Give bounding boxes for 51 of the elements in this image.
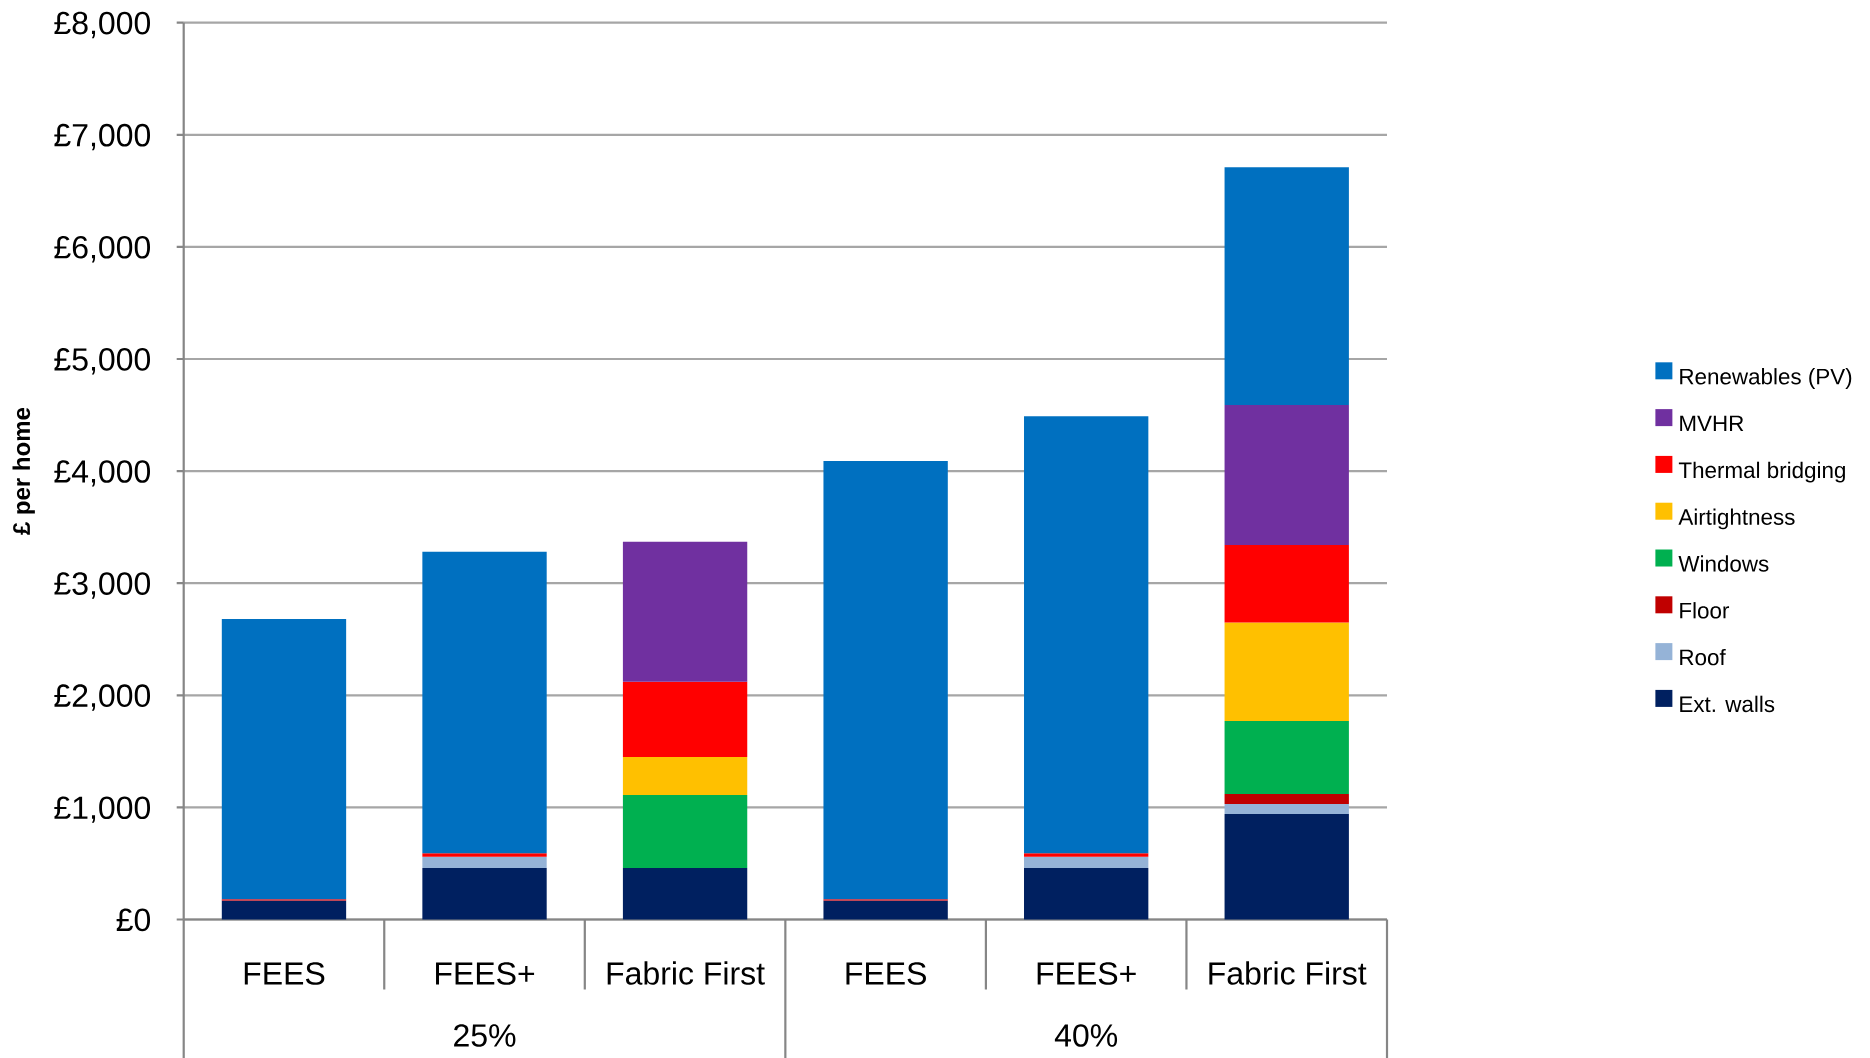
y-axis-title: £ per home bbox=[12, 407, 35, 535]
bar bbox=[1224, 622, 1349, 722]
x-tick-label: FEES+ bbox=[436, 962, 535, 985]
y-tick-label: £0 bbox=[116, 908, 151, 932]
bar bbox=[1224, 804, 1349, 815]
bar bbox=[622, 795, 748, 868]
y-tick-label: £3,000 bbox=[54, 572, 151, 599]
x-tick-label: FEES+ bbox=[1037, 962, 1136, 985]
bar bbox=[1024, 416, 1149, 854]
x-tick-label: Fabric First bbox=[607, 961, 765, 985]
y-tick-label: £1,000 bbox=[54, 796, 151, 823]
bar bbox=[1224, 793, 1349, 805]
bar bbox=[422, 867, 547, 920]
legend-label: Renewables (PV) bbox=[1680, 368, 1852, 389]
bar bbox=[622, 541, 748, 682]
bar bbox=[1024, 853, 1149, 857]
y-tick-label: £7,000 bbox=[54, 123, 151, 151]
bar bbox=[622, 756, 748, 796]
bar bbox=[622, 681, 748, 757]
legend-label: Thermal bridging bbox=[1678, 461, 1845, 483]
legend-label: Airtightness bbox=[1678, 508, 1795, 530]
bar bbox=[1224, 545, 1349, 623]
bar bbox=[1024, 867, 1149, 920]
x-tick-label: FEES bbox=[846, 962, 926, 985]
text: 25% bbox=[454, 1024, 516, 1047]
bar bbox=[221, 900, 347, 920]
bar bbox=[422, 853, 547, 857]
legend-label: MVHR bbox=[1680, 415, 1744, 432]
y-tick-label: £6,000 bbox=[54, 235, 151, 263]
bar bbox=[422, 551, 547, 854]
legend-label: Ext. walls bbox=[1680, 695, 1775, 713]
y-tick-label: £4,000 bbox=[54, 460, 151, 487]
bar bbox=[1224, 721, 1349, 794]
legend-label: Floor bbox=[1680, 602, 1730, 619]
bar bbox=[1224, 167, 1349, 405]
bar bbox=[823, 461, 948, 900]
bar bbox=[1224, 814, 1349, 920]
legend-label: Roof bbox=[1680, 648, 1726, 666]
bar bbox=[622, 867, 748, 920]
y-tick-label: £5,000 bbox=[54, 348, 151, 375]
y-tick-label: £2,000 bbox=[54, 684, 151, 711]
y-tick-label: £8,000 bbox=[54, 11, 151, 39]
bar bbox=[823, 900, 948, 920]
x-tick-label: FEES bbox=[244, 962, 325, 985]
bar bbox=[1224, 404, 1349, 546]
bar bbox=[221, 619, 347, 900]
legend-label: Windows bbox=[1678, 555, 1769, 572]
bar bbox=[422, 856, 547, 868]
bar bbox=[1024, 856, 1149, 868]
text: 40% bbox=[1054, 1024, 1118, 1047]
x-tick-label: Fabric First bbox=[1209, 961, 1367, 985]
